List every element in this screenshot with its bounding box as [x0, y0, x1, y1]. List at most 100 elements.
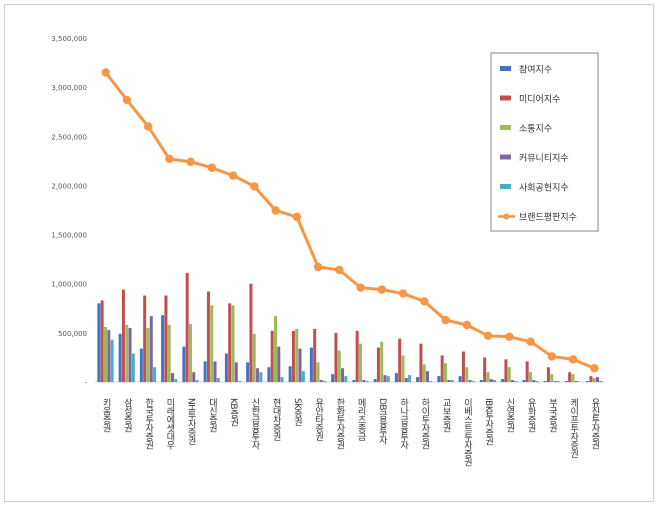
- bar: [270, 330, 274, 382]
- bar: [195, 380, 199, 382]
- bar: [380, 341, 384, 382]
- bar: [277, 346, 281, 382]
- bar: [365, 381, 369, 382]
- bar: [334, 332, 338, 382]
- line-point: [568, 355, 578, 364]
- x-tick-label: DB금융투자: [377, 398, 387, 446]
- x-tick-label: 한화투자증권: [334, 398, 344, 450]
- bar: [437, 376, 441, 382]
- line-point: [143, 122, 153, 131]
- bar: [383, 375, 387, 382]
- line-point: [505, 332, 514, 341]
- bar: [543, 381, 547, 382]
- bar: [489, 379, 493, 382]
- bar: [291, 330, 295, 382]
- bar: [161, 315, 165, 382]
- y-tick-label: 500,000: [58, 330, 87, 338]
- bar: [440, 355, 444, 382]
- line-point: [292, 212, 302, 222]
- line-point: [462, 320, 472, 330]
- bar: [280, 377, 284, 382]
- x-tick-label: IBK투자증권: [483, 398, 493, 446]
- bar: [139, 348, 143, 382]
- bar: [398, 338, 402, 382]
- x-tick-label: NH투자증권: [186, 398, 196, 445]
- bar: [146, 327, 150, 382]
- bar: [532, 380, 536, 382]
- bar: [259, 372, 263, 382]
- line-point: [377, 285, 387, 294]
- bar: [203, 361, 207, 382]
- bar: [394, 373, 398, 382]
- legend-label: 참여지수: [519, 64, 552, 76]
- y-tick-label: 2,000,000: [51, 182, 87, 190]
- bar: [231, 305, 235, 382]
- bar: [514, 381, 518, 382]
- bar: [465, 367, 469, 382]
- y-tick-label: 2,500,000: [51, 133, 87, 141]
- bar: [273, 316, 277, 382]
- x-tick-label: 메리츠종금: [356, 398, 366, 441]
- bar: [596, 377, 600, 382]
- bar: [107, 329, 111, 382]
- bar: [188, 324, 192, 382]
- bar: [206, 291, 210, 382]
- bar: [341, 368, 345, 382]
- bar: [507, 367, 511, 382]
- bar: [404, 378, 408, 382]
- bar: [149, 316, 153, 382]
- bar: [174, 379, 178, 382]
- x-tick-label: 이베스트투자증권: [462, 398, 472, 467]
- bar: [408, 375, 412, 382]
- bar: [447, 380, 451, 382]
- line-point: [101, 68, 110, 77]
- chart-svg: 3,500,000 3,000,000 2,500,000 2,000,000 1,50…: [51, 35, 605, 467]
- legend-label: 미디어지수: [519, 94, 560, 105]
- line-point: [398, 289, 408, 298]
- bar: [501, 379, 505, 382]
- bar: [128, 327, 132, 382]
- chart-frame: 3,500,000 3,000,000 2,500,000 2,000,000 1,50…: [4, 4, 654, 502]
- line-point: [590, 364, 599, 373]
- x-tick-label: 신한금융투자: [249, 398, 259, 451]
- bar: [574, 381, 578, 382]
- bar: [362, 380, 366, 382]
- bar: [401, 355, 405, 382]
- bar: [493, 380, 497, 382]
- y-tick-label: 1,000,000: [51, 281, 87, 289]
- bar: [458, 376, 462, 382]
- x-tick-label: 삼성증권: [122, 398, 132, 433]
- bar: [228, 303, 232, 382]
- bar: [592, 378, 596, 382]
- line-point: [250, 182, 259, 191]
- bar: [422, 364, 426, 382]
- bar: [511, 380, 515, 382]
- y-tick-label: 1,500,000: [51, 232, 87, 240]
- line-point: [441, 315, 450, 325]
- bar: [210, 305, 214, 382]
- bar: [546, 367, 550, 382]
- bar: [525, 361, 529, 382]
- bar: [352, 380, 356, 382]
- legend-swatch: [500, 95, 511, 101]
- x-tick-label: 현대차증권: [271, 398, 281, 441]
- bar: [443, 363, 447, 382]
- y-tick-label: 3,000,000: [51, 84, 87, 92]
- bar: [376, 347, 380, 382]
- line-point: [228, 171, 238, 180]
- bar: [103, 326, 107, 382]
- bar: [171, 373, 175, 382]
- bar: [143, 295, 147, 382]
- x-tick-label: 미래에셋대우: [164, 398, 174, 451]
- bar: [337, 350, 341, 382]
- bar: [224, 353, 228, 382]
- x-tick-label: 유안타증권: [313, 398, 323, 441]
- line-point: [313, 262, 323, 272]
- legend-label: 사회공헌지수: [519, 183, 569, 194]
- legend-label: 소통지수: [519, 124, 552, 135]
- x-tick-label: 유화증권: [526, 398, 536, 433]
- bar: [535, 381, 539, 382]
- bar: [125, 324, 129, 382]
- bar: [121, 289, 125, 382]
- x-tick-label: 대신증권: [207, 398, 217, 433]
